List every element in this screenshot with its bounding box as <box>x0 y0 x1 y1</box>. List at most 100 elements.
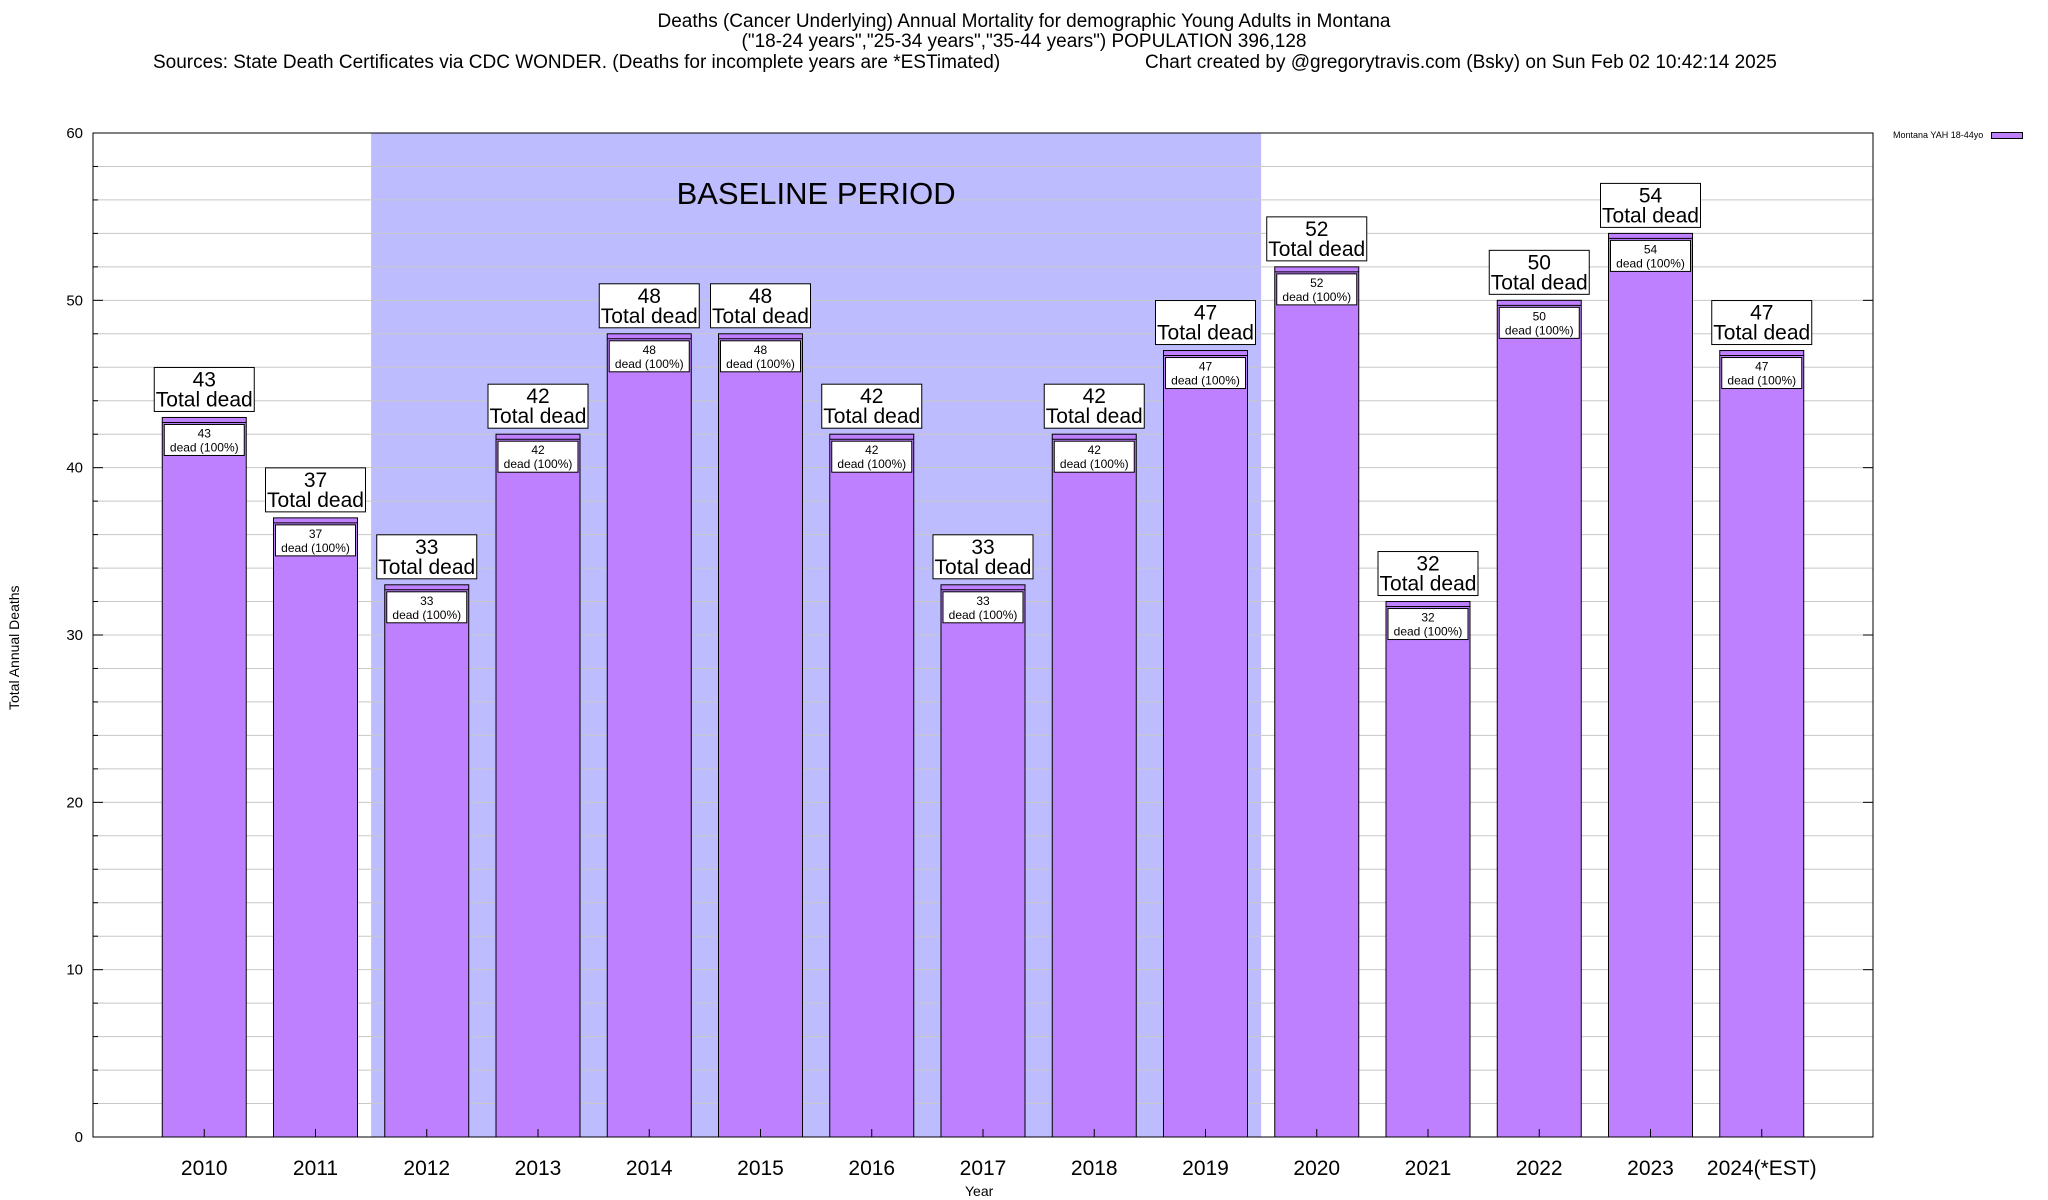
chart-title-block: Deaths (Cancer Underlying) Annual Mortal… <box>0 12 2048 74</box>
bar-inner-label-box <box>1610 239 1691 272</box>
x-tick-label: 2020 <box>1293 1157 1340 1180</box>
bar <box>495 433 581 1138</box>
bar-total-label: Total dead <box>935 556 1032 579</box>
bar-inner-label-box <box>1053 440 1135 473</box>
bar-total-label-box <box>1155 300 1256 346</box>
bar-inner-label-box <box>163 423 245 456</box>
y-tick-label: 50 <box>66 292 83 309</box>
bar-total-label: Total dead <box>1713 322 1810 345</box>
bar <box>829 433 915 1138</box>
bar-inner-label-box <box>942 591 1024 624</box>
bar-inner-value: 47 <box>1199 360 1213 374</box>
bar <box>161 416 247 1138</box>
bar-total-label: Total dead <box>156 388 253 411</box>
bar-inner-label: dead (100%) <box>1060 457 1129 471</box>
bar-inner-value: 54 <box>1644 242 1658 256</box>
x-tick-label: 2021 <box>1405 1157 1452 1180</box>
bar <box>1274 266 1360 1138</box>
bar-inner-label: dead (100%) <box>837 457 906 471</box>
bar-inner-value: 52 <box>1310 276 1324 290</box>
bar-total-label: Total dead <box>1380 573 1477 596</box>
bar <box>1385 601 1471 1138</box>
bar-total-value: 43 <box>193 368 216 391</box>
bar-total-value: 47 <box>1194 302 1217 325</box>
bar-total-label: Total dead <box>1268 238 1365 261</box>
bar-total-value: 48 <box>638 285 661 308</box>
chart-title: Deaths (Cancer Underlying) Annual Mortal… <box>657 11 1391 32</box>
bar-inner-label: dead (100%) <box>504 457 573 471</box>
bar-inner-label: dead (100%) <box>1505 323 1574 337</box>
bar-total-label-box <box>821 383 923 429</box>
bar-total-value: 37 <box>304 469 327 492</box>
x-tick-label: 2010 <box>181 1157 228 1180</box>
bar-inner-value: 48 <box>754 343 768 357</box>
bar-inner-label: dead (100%) <box>170 440 239 454</box>
x-axis-label: Year <box>965 1183 994 1199</box>
bar-inner-value: 33 <box>420 594 434 608</box>
y-tick-label: 40 <box>66 460 83 477</box>
bar-total-label-box <box>376 534 478 580</box>
bar <box>1496 299 1582 1138</box>
bar-inner-label: dead (100%) <box>1282 290 1351 304</box>
bar <box>606 333 692 1138</box>
bar-total-label-box <box>1266 216 1368 262</box>
y-tick-label: 20 <box>66 794 83 811</box>
bar-inner-label-box <box>386 591 468 624</box>
bar <box>1051 433 1137 1138</box>
bar <box>940 584 1026 1138</box>
x-tick-label: 2022 <box>1516 1157 1563 1180</box>
bar-inner-label: dead (100%) <box>1616 256 1685 270</box>
y-tick-label: 60 <box>66 125 83 142</box>
x-tick-label: 2024(*EST) <box>1707 1157 1817 1180</box>
bar-inner-label-box <box>275 524 356 557</box>
bar-inner-value: 37 <box>309 527 323 541</box>
bar-total-label: Total dead <box>1491 271 1588 294</box>
bar-total-value: 33 <box>971 536 994 559</box>
bar-total-value: 54 <box>1639 184 1663 207</box>
bar-total-value: 33 <box>415 536 438 559</box>
bar-inner-label: dead (100%) <box>1171 374 1240 388</box>
x-tick-label: 2015 <box>737 1157 784 1180</box>
bar-total-label-box <box>1711 300 1813 346</box>
bar-total-value: 42 <box>860 385 883 408</box>
bar-total-value: 42 <box>1083 385 1106 408</box>
chart-subtitle: ("18-24 years","25-34 years","35-44 year… <box>741 31 1307 52</box>
plot-border <box>92 132 1874 1138</box>
bar-inner-label: dead (100%) <box>392 608 461 622</box>
bar-inner-label-box <box>1276 273 1358 306</box>
bar-total-label: Total dead <box>1157 322 1254 345</box>
bar-total-value: 50 <box>1528 251 1551 274</box>
x-tick-label: 2023 <box>1627 1157 1674 1180</box>
bar-total-value: 52 <box>1305 218 1328 241</box>
x-tick-label: 2019 <box>1182 1157 1229 1180</box>
bar-total-value: 48 <box>749 285 772 308</box>
bar-total-value: 42 <box>526 385 549 408</box>
bar-total-label-box <box>932 534 1034 580</box>
bar-inner-label: dead (100%) <box>1394 625 1463 639</box>
y-axis-label: Total Annual Deaths <box>6 585 22 710</box>
x-tick-label: 2011 <box>293 1157 338 1180</box>
bar-inner-label: dead (100%) <box>281 541 350 555</box>
bar <box>384 584 470 1138</box>
bar-total-label-box <box>1600 182 1701 228</box>
bar-inner-value: 50 <box>1533 309 1547 323</box>
bar-inner-label-box <box>1387 608 1469 641</box>
legend-swatch <box>1991 131 2024 139</box>
bar-total-value: 47 <box>1750 302 1773 325</box>
legend: Montana YAH 18-44yo <box>1893 130 2024 140</box>
bar-total-label: Total dead <box>378 556 475 579</box>
bar-inner-value: 43 <box>198 426 212 440</box>
bar-total-label-box <box>598 283 700 329</box>
bar-inner-value: 33 <box>976 594 990 608</box>
bar-inner-label: dead (100%) <box>615 357 684 371</box>
bar-total-label-box <box>710 283 811 329</box>
x-tick-label: 2017 <box>960 1157 1007 1180</box>
bar-inner-value: 42 <box>1088 443 1102 457</box>
bar-inner-label-box <box>831 440 913 473</box>
bar-inner-label-box <box>1721 357 1803 390</box>
bar-total-label: Total dead <box>1046 405 1143 428</box>
x-tick-label: 2012 <box>403 1157 450 1180</box>
bar-inner-label-box <box>1498 306 1580 339</box>
x-tick-label: 2013 <box>515 1157 562 1180</box>
bar-total-label-box <box>265 467 366 513</box>
